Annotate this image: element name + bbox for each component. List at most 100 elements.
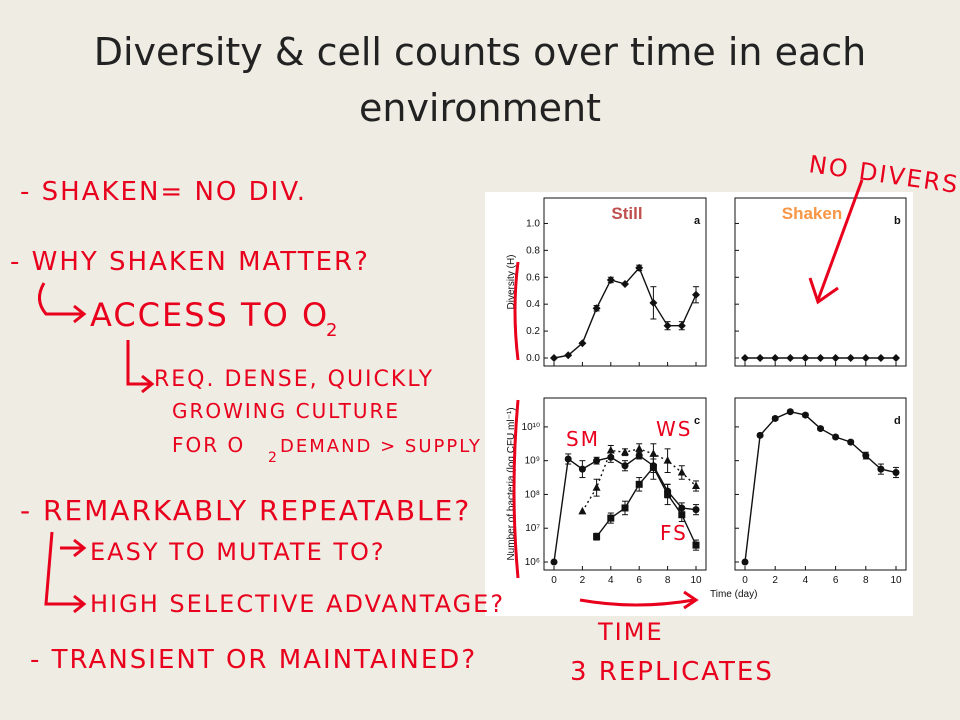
point-circle-c [564, 455, 572, 463]
point-triangle-c [621, 447, 629, 456]
point-diamond-b [756, 354, 765, 362]
point-diamond-a [564, 351, 573, 360]
no-diversity-arrow [816, 179, 864, 301]
panel-d-frame [734, 397, 907, 571]
point-circle-c [550, 558, 558, 566]
point-diamond-b [876, 354, 885, 362]
xtick-label-c-3: 6 [636, 575, 642, 586]
point-diamond-b [801, 354, 810, 362]
point-circle-d [786, 408, 794, 416]
point-triangle-c [677, 467, 686, 476]
point-circle-c [692, 506, 700, 514]
arrow-head-2 [141, 374, 155, 394]
xtick-label-c-1: 2 [580, 575, 586, 586]
note-demand-supply: DEMAND > SUPPLY [280, 436, 482, 457]
note-fs: FS [660, 521, 688, 545]
shaken-label: Shaken [782, 204, 842, 223]
point-square-c [692, 541, 700, 549]
xtick-label-c-2: 4 [608, 575, 614, 586]
point-diamond-b [892, 354, 900, 362]
ytick-label-c-3: 10⁹ [525, 456, 540, 467]
point-circle-d [877, 465, 885, 473]
arrow-head-1 [73, 304, 87, 324]
point-triangle-c [635, 444, 644, 452]
point-diamond-b [861, 354, 870, 362]
panel-c-frame [543, 397, 707, 571]
point-triangle-c [592, 483, 601, 491]
point-circle-d [892, 468, 900, 476]
note-time: TIME [597, 618, 664, 646]
xtick-label-d-3: 6 [833, 575, 839, 586]
point-circle-d [817, 425, 824, 433]
ylabel-a: Diversity (H) [506, 255, 517, 310]
ybracket-bottom [512, 399, 520, 579]
point-diamond-a [663, 321, 672, 330]
note-subscript-2b: 2 [268, 450, 279, 466]
point-diamond-b [846, 354, 855, 362]
note-access-o2: ACCESS TO O [90, 296, 329, 334]
point-circle-d [756, 431, 764, 439]
xtick-label-c-5: 10 [690, 575, 702, 586]
point-square-c [607, 514, 615, 522]
note-req-dense: REQ. DENSE, QUICKLY [154, 367, 434, 392]
point-diamond-b [741, 354, 749, 362]
ytick-label-c-0: 10⁶ [525, 557, 540, 568]
point-diamond-a [606, 275, 615, 284]
handwritten-notes: - SHAKEN= NO DIV. - WHY SHAKEN MATTER? A… [10, 150, 960, 687]
time-arrowhead [683, 590, 699, 610]
ybracket-top [513, 261, 520, 361]
panel-b-frame [734, 197, 907, 367]
point-diamond-a [621, 280, 629, 288]
xtick-label-d-4: 8 [863, 575, 869, 586]
point-diamond-a [578, 339, 587, 348]
arrow-hook-2 [126, 340, 150, 386]
point-diamond-a [635, 263, 644, 272]
note-for-o2: FOR O [172, 433, 245, 457]
xtick-label-d-5: 10 [890, 575, 902, 586]
point-diamond-a [649, 298, 658, 307]
no-diversity-arrowhead [808, 277, 839, 305]
panel-a-tag: a [694, 215, 701, 227]
point-triangle-c [692, 481, 700, 489]
arrow-head-4 [73, 538, 87, 558]
figure-background [485, 192, 913, 616]
slide-title: Diversity & cell counts over time in eac… [93, 30, 867, 130]
arrow-head-3 [73, 594, 87, 614]
xtick-label-d-1: 2 [772, 575, 778, 586]
note-transient-maintained: - TRANSIENT OR MAINTAINED? [30, 645, 477, 675]
point-circle-d [741, 558, 749, 566]
point-diamond-b [831, 354, 840, 362]
point-square-c [649, 463, 657, 471]
ytick-label-a-0: 0.0 [526, 353, 540, 364]
panel-a-frame [543, 197, 707, 367]
point-square-c [621, 504, 629, 512]
point-circle-d [847, 438, 855, 446]
note-replicates: 3 REPLICATES [570, 657, 774, 687]
point-circle-c [621, 462, 629, 470]
point-triangle-c [578, 506, 587, 515]
note-high-selective: HIGH SELECTIVE ADVANTAGE? [90, 590, 505, 618]
still-label: Still [611, 204, 642, 223]
point-triangle-c [663, 456, 672, 464]
point-circle-c [593, 457, 601, 465]
note-sm: SM [566, 427, 600, 451]
ytick-label-a-1: 0.2 [526, 326, 540, 337]
point-diamond-a [550, 354, 558, 362]
point-circle-c [578, 465, 586, 473]
point-triangle-c [606, 446, 615, 454]
note-remarkably-repeatable: - REMARKABLY REPEATABLE? [20, 494, 471, 527]
arrow-hook-3 [44, 531, 82, 606]
panel-d-tag: d [894, 415, 901, 427]
point-square-c [664, 490, 672, 498]
point-diamond-b [816, 354, 825, 362]
point-triangle-c [649, 449, 658, 457]
point-diamond-a [592, 304, 601, 313]
note-growing-culture: GROWING CULTURE [172, 399, 400, 423]
note-ws: WS [656, 417, 692, 441]
ytick-label-c-4: 10¹⁰ [522, 422, 540, 433]
point-diamond-b [786, 354, 795, 362]
panel-c-tag: c [694, 415, 700, 427]
note-subscript-2a: 2 [326, 320, 339, 341]
point-diamond-b [771, 354, 780, 362]
